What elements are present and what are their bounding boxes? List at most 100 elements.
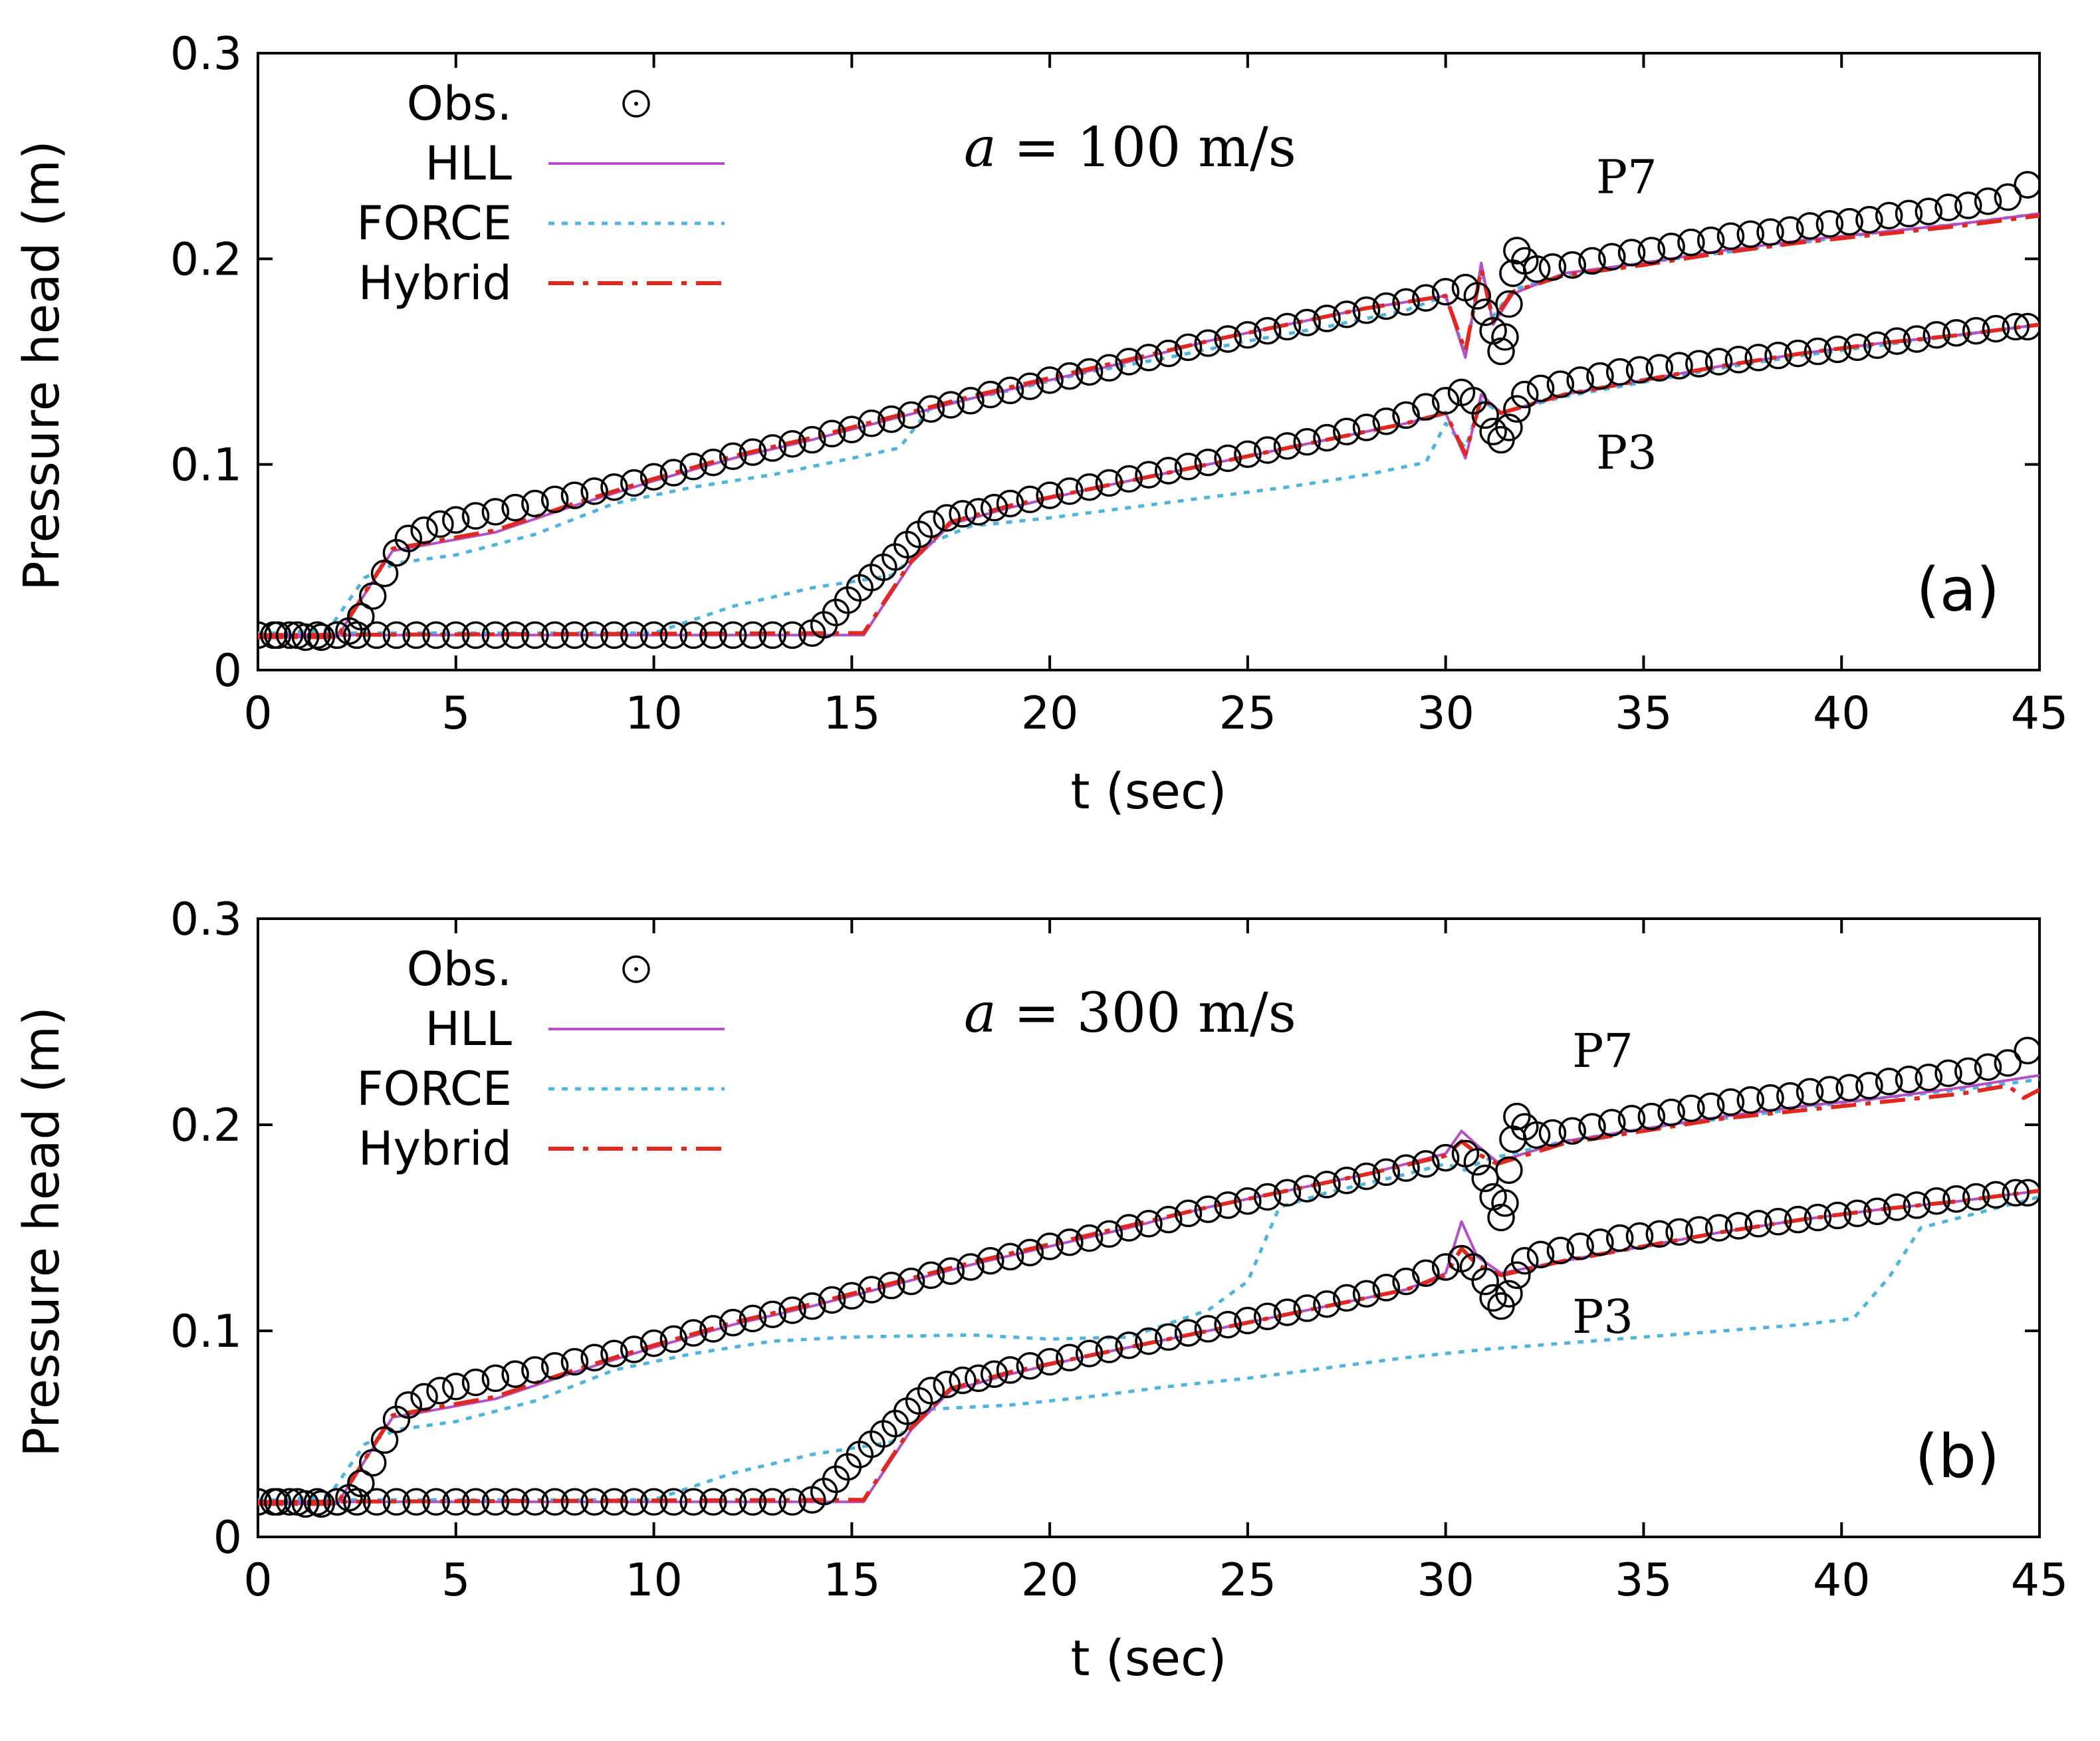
obs-point [283, 1488, 312, 1516]
obs-point [343, 621, 371, 649]
legend-label-force: FORCE [356, 196, 512, 251]
series-obs-p7 [258, 1036, 2040, 1518]
obs-point [1392, 1154, 1420, 1182]
obs-point [917, 1261, 945, 1290]
y-tick-label: 0.3 [170, 28, 242, 80]
obs-point [965, 498, 992, 526]
obs-point [1598, 1109, 1626, 1137]
obs-point [1495, 413, 1523, 441]
station-label-p3: P3 [1596, 425, 1657, 480]
series-obs-p3 [258, 312, 2040, 649]
obs-point [1036, 366, 1064, 394]
obs-point [540, 1488, 569, 1516]
obs-point [1273, 1298, 1302, 1326]
obs-point [422, 1488, 450, 1516]
obs-point [402, 621, 430, 649]
obs-point [461, 1368, 490, 1397]
obs-point [1392, 401, 1420, 429]
obs-point [877, 1272, 905, 1300]
x-tick-label: 10 [625, 687, 683, 740]
obs-point [1135, 1210, 1163, 1238]
obs-point [358, 582, 387, 610]
obs-point [1491, 1189, 1519, 1217]
wave-speed-symbol: a [964, 116, 996, 179]
obs-point [719, 1488, 747, 1516]
obs-point [798, 1292, 826, 1320]
obs-point [1463, 1148, 1492, 1176]
obs-point [1333, 300, 1361, 328]
obs-point [1665, 1218, 1693, 1246]
obs-point [1234, 321, 1262, 349]
data-layer [258, 1036, 2040, 1518]
obs-point [2014, 1179, 2040, 1207]
obs-point [679, 1488, 707, 1516]
obs-point [258, 1488, 272, 1516]
obs-point [1253, 1302, 1282, 1331]
obs-point [1617, 1104, 1646, 1133]
obs-point [1016, 372, 1044, 400]
obs-point [1598, 243, 1626, 271]
legend-label-hybrid: Hybrid [358, 256, 512, 310]
obs-point [442, 621, 470, 649]
obs-point [1942, 318, 1970, 347]
y-tick-label: 0.1 [170, 1306, 242, 1358]
obs-point [1372, 407, 1401, 435]
legend-label-hybrid: Hybrid [358, 1121, 512, 1176]
obs-point [659, 621, 688, 649]
obs-point [1431, 1143, 1460, 1172]
obs-point [1352, 296, 1381, 324]
obs-point [917, 510, 945, 538]
obs-point [521, 1356, 549, 1384]
obs-point [1736, 220, 1764, 248]
obs-point [1313, 1290, 1341, 1318]
obs-point [1392, 1267, 1420, 1296]
obs-point [1056, 362, 1084, 390]
obs-point [1538, 253, 1567, 281]
obs-point [1095, 1220, 1123, 1248]
obs-point [410, 516, 438, 544]
panel-a: 0 5 10 15 20 25 30 35 40 45 0 0.1 0.2 0.3 t (sec) Press… [13, 28, 2068, 820]
obs-point [1016, 485, 1044, 514]
obs-point [1253, 436, 1282, 464]
obs-point [1744, 344, 1772, 372]
obs-point [1056, 1343, 1084, 1372]
obs-point [1463, 282, 1492, 310]
obs-point [540, 485, 569, 514]
obs-point [778, 1488, 806, 1516]
obs-point [933, 1370, 961, 1399]
obs-point [1135, 1327, 1163, 1355]
obs-point [1194, 448, 1223, 477]
plot-frame [257, 52, 2041, 671]
wave-speed-annotation: a = 300 m/s [964, 982, 1296, 1045]
obs-point [679, 1319, 707, 1347]
obs-point [1273, 312, 1302, 341]
obs-point [1578, 1113, 1606, 1141]
obs-point [798, 425, 826, 454]
obs-point [410, 1383, 438, 1411]
obs-point [739, 438, 767, 466]
obs-point [1135, 461, 1163, 489]
series-hybrid-p7-line [258, 1084, 2040, 1506]
y-tick-label: 0 [213, 1512, 242, 1564]
obs-point [600, 1339, 628, 1367]
x-tick-label: 40 [1813, 687, 1871, 740]
obs-point [1804, 337, 1832, 366]
obs-point [1804, 1203, 1832, 1232]
obs-point [1174, 333, 1203, 362]
obs-point [1214, 325, 1242, 353]
obs-point [1677, 1094, 1705, 1122]
obs-point [1036, 1347, 1064, 1376]
obs-point [1744, 1210, 1772, 1238]
obs-point [739, 1488, 767, 1516]
obs-point [2014, 171, 2040, 199]
obs-point [1352, 413, 1381, 441]
obs-point [1815, 1076, 1844, 1104]
obs-point [1115, 465, 1143, 493]
obs-point [1776, 216, 1804, 244]
obs-point [362, 1488, 391, 1516]
obs-point [323, 1488, 351, 1516]
obs-point [560, 1347, 589, 1376]
obs-point [303, 1488, 332, 1516]
obs-point [1883, 327, 1911, 355]
